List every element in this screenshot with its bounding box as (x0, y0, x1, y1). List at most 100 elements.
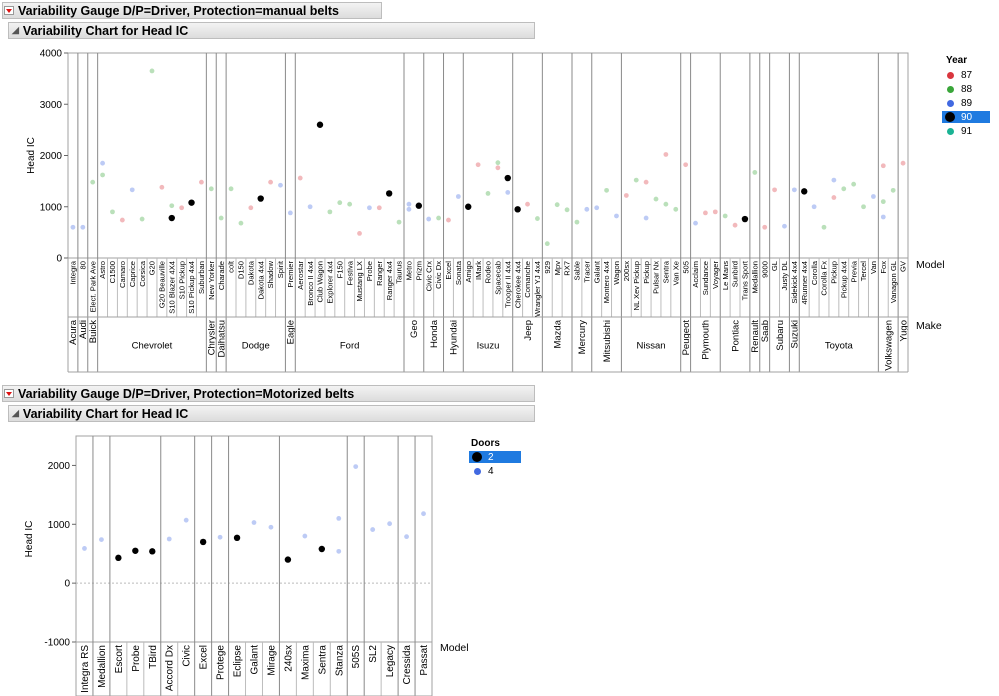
data-point (357, 231, 362, 236)
data-point (387, 521, 393, 527)
data-point (564, 207, 570, 213)
data-point (336, 548, 342, 554)
data-point (100, 172, 105, 178)
model-label: Cherokee 4x4 (513, 261, 522, 308)
data-point (316, 121, 324, 128)
model-label: Tercel (859, 261, 868, 282)
model-label: Van (869, 261, 878, 274)
red-triangle-menu-icon[interactable] (4, 6, 14, 15)
model-label: Passat (419, 645, 430, 676)
data-point (347, 201, 353, 207)
data-point (782, 223, 787, 229)
data-point (238, 220, 244, 226)
model-label: Dakota (246, 260, 255, 285)
legend-item-90[interactable]: 90 (942, 111, 990, 123)
level-label: Model (440, 642, 469, 654)
model-label: 505 (681, 261, 690, 274)
data-point (278, 182, 283, 188)
model-label: Galant (592, 260, 601, 283)
chart-header-motorized-belts[interactable]: ◢ Variability Chart for Head IC (8, 405, 535, 422)
model-label: 929 (543, 261, 552, 274)
data-point (297, 175, 303, 181)
legend-item-2[interactable]: 2 (469, 451, 521, 463)
data-point (446, 217, 451, 223)
collapse-triangle-icon[interactable]: ◢ (12, 408, 19, 418)
model-label: Stanza (334, 645, 345, 677)
data-point (741, 215, 749, 223)
model-label: GV (899, 260, 908, 272)
outline-header-manual-belts[interactable]: Variability Gauge D/P=Driver, Protection… (2, 2, 382, 19)
model-label: Spacecab (494, 261, 503, 295)
model-label: Sentra (317, 645, 328, 675)
data-point (436, 215, 441, 221)
data-point (406, 201, 412, 207)
data-point (132, 547, 139, 554)
data-point (233, 534, 241, 542)
red-triangle-menu-icon[interactable] (4, 389, 14, 398)
model-label: Dakota 4x4 (256, 261, 265, 299)
data-point (426, 216, 432, 222)
make-label: Peugeot (681, 320, 692, 356)
model-label: Trooper II 4x4 (503, 261, 512, 308)
model-label: Escort (114, 645, 125, 674)
data-point (732, 222, 738, 228)
model-label: Integra (69, 260, 78, 284)
y-tick-label: 1000 (48, 520, 71, 531)
legend-item-87[interactable]: 87 (942, 69, 990, 81)
data-point (841, 186, 847, 192)
data-point (208, 186, 214, 192)
model-label: S10 Pickup 4x4 (187, 261, 196, 314)
model-label: Wagon (612, 261, 621, 285)
model-label: Previa (849, 260, 858, 282)
outline-header-motorized-belts[interactable]: Variability Gauge D/P=Driver, Protection… (2, 385, 535, 402)
data-point (504, 174, 511, 182)
data-point (110, 209, 115, 215)
collapse-triangle-icon[interactable]: ◢ (12, 25, 19, 35)
data-point (851, 181, 857, 187)
model-label: Eclipse (233, 645, 244, 678)
model-label: Bronco II 4x4 (306, 261, 315, 306)
make-label: Jeep (523, 320, 534, 341)
chart-header-manual-belts[interactable]: ◢ Variability Chart for Head IC (8, 22, 535, 39)
model-label: Medallion (750, 261, 759, 294)
make-label: Acura (68, 319, 79, 345)
legend-marker-icon (947, 85, 954, 93)
model-label: Comanche (523, 261, 532, 298)
data-point (149, 68, 155, 74)
legend-marker-icon (947, 127, 954, 135)
model-label: Excel (199, 645, 210, 669)
data-point (376, 205, 382, 211)
legend-title: Year (946, 55, 968, 66)
data-point (831, 177, 837, 183)
model-label: Trans Sport (741, 260, 750, 300)
model-label: Montero 4x4 (602, 261, 611, 303)
data-point (554, 202, 560, 208)
data-point (370, 527, 376, 532)
data-point (318, 545, 326, 553)
data-point (336, 516, 342, 521)
model-label: New Yorker (207, 261, 216, 300)
model-label: Civic (182, 645, 193, 667)
model-label: Maxima (300, 645, 311, 680)
data-point (284, 556, 292, 563)
make-label: Geo (409, 320, 420, 338)
y-axis-label: Head IC (24, 521, 35, 558)
data-point (268, 179, 273, 185)
data-point (199, 538, 207, 546)
legend-item-91[interactable]: 91 (942, 125, 990, 137)
model-label: Astro (98, 261, 107, 279)
data-point (752, 170, 758, 175)
data-point (861, 204, 866, 210)
data-point (199, 179, 204, 185)
data-point (811, 204, 817, 210)
legend-item-89[interactable]: 89 (942, 97, 990, 109)
make-label: Nissan (637, 341, 666, 352)
model-label: Acclaim (691, 261, 700, 288)
legend-item-88[interactable]: 88 (942, 83, 990, 95)
legend-marker-icon (474, 467, 481, 475)
legend-item-4[interactable]: 4 (469, 465, 521, 477)
data-point (100, 160, 105, 166)
legend-marker-icon (947, 99, 954, 107)
model-label: Probe (131, 645, 142, 672)
model-label: Pickup (830, 261, 839, 284)
